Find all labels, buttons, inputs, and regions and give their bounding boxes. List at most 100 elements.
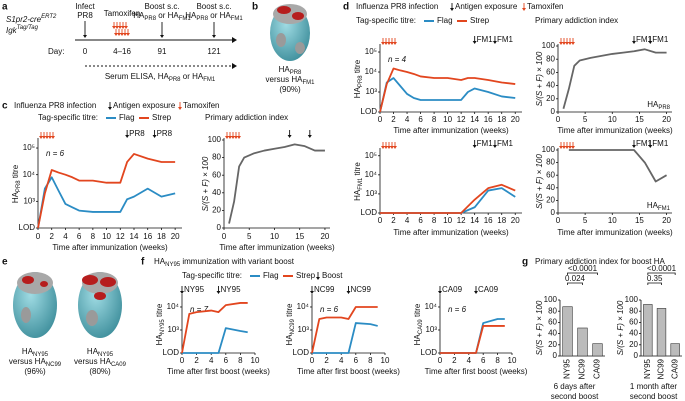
category-label: CA09 (593, 358, 602, 379)
p-value: <0.0001 (568, 264, 598, 273)
caption: versus HACA09 (74, 357, 127, 367)
serum-part: PR8 (169, 77, 181, 83)
arrow-head (492, 41, 497, 44)
caption: HAPR8 (279, 65, 302, 75)
annotation: CA09 (478, 285, 499, 294)
y-tick-label: 10⁵ (365, 151, 377, 160)
arrow-head (522, 8, 526, 11)
annotation: FM1 (477, 139, 494, 148)
caption: HANY95 (87, 347, 114, 357)
x-tick-label: 8 (91, 232, 96, 241)
caption-part: versus HA (266, 75, 304, 84)
y-tick-label: 40 (546, 183, 555, 192)
y-tick-label: 20 (212, 206, 221, 215)
series-line (380, 187, 516, 214)
arrow-head (124, 26, 128, 29)
x-tick-label: 20 (511, 216, 520, 225)
boost-ha: HAPR8 or HAFM1 (185, 11, 243, 21)
x-tick-label: 6 (418, 115, 423, 124)
caption-part: HA (87, 347, 99, 356)
y-axis-label-part: CA09 (418, 319, 424, 335)
boost-ha-part: HA (185, 11, 197, 20)
series-line (37, 153, 176, 229)
x-tick-label: 0 (222, 232, 227, 241)
arrow-head (152, 135, 157, 138)
y-axis-label-part: HA (353, 189, 362, 201)
panel-title: Influenza PR8 infection (356, 2, 438, 11)
y-tick-label: 20 (629, 340, 638, 349)
series-line (440, 318, 505, 354)
y-axis-label: HANY95 titre (155, 303, 165, 345)
arrow-head (108, 107, 112, 110)
panel-title: HANY95 immunization with variant boost (154, 257, 295, 267)
x-tick-label: 6 (224, 356, 229, 365)
annotation: FM1 (636, 139, 653, 148)
arrow-head (648, 41, 653, 44)
y-tick-label: LOD (361, 107, 378, 116)
bar (577, 327, 588, 357)
category-label: NC99 (578, 358, 587, 379)
x-tick-label: 15 (635, 216, 644, 225)
arrow-head (123, 33, 127, 36)
y-axis-label-part: titre (285, 303, 294, 319)
p-value: <0.0001 (647, 264, 677, 273)
panel-title-part: HA (154, 257, 166, 266)
y-tick-label: 80 (546, 54, 555, 63)
corner-label: HAFM1 (647, 201, 671, 211)
mouse-line-part: S1pr2-cre (6, 15, 42, 24)
series-line (181, 302, 248, 354)
caption: second boost (630, 392, 678, 401)
x-tick-label: 12 (116, 232, 125, 241)
bar (643, 304, 653, 357)
x-tick-label: 2 (391, 115, 396, 124)
annotation: FM1 (497, 35, 514, 44)
x-tick-label: 10 (102, 232, 111, 241)
boost-ha-part: or HA (156, 11, 179, 20)
y-axis-label-part: PR8 (358, 75, 364, 87)
y-axis-label-part: HA (11, 191, 20, 203)
arrow-head (178, 107, 182, 110)
arrow-head (180, 291, 184, 294)
caption-part: versus HA (9, 357, 47, 366)
y-tick-label: 40 (546, 81, 555, 90)
x-tick-label: 8 (495, 356, 500, 365)
arrow-head (83, 35, 87, 38)
tamoxifen: Tamoxifen (104, 9, 140, 18)
legend-title: Tag-specific titre: (38, 113, 98, 122)
x-tick-label: 8 (368, 356, 373, 365)
arrow-head (571, 146, 575, 149)
arrow-head (117, 33, 121, 36)
x-tick-label: 14 (470, 216, 479, 225)
boost: Boost s.c. (144, 2, 179, 11)
infect: Infect (75, 2, 95, 11)
x-tick-label: 0 (438, 356, 443, 365)
y-tick-label: 60 (212, 170, 221, 179)
x-tick-label: 4 (339, 356, 344, 365)
arrow-head (114, 33, 118, 36)
y-tick-label: LOD (293, 348, 310, 357)
annotation: FM1 (497, 139, 514, 148)
x-tick-label: 6 (354, 356, 359, 365)
series-line (379, 77, 516, 113)
caption-part: NY95 (33, 352, 49, 358)
x-tick-label: 6 (481, 356, 486, 365)
y-tick-label: LOD (361, 208, 378, 217)
x-tick-label: 5 (583, 115, 588, 124)
annotation: NY95 (184, 285, 205, 294)
series-line (380, 183, 516, 214)
x-tick-label: 8 (432, 115, 437, 124)
arrow-head (125, 135, 130, 138)
mouse-line-part: Tag/Tag (17, 25, 39, 31)
legend-text: Antigen exposure (455, 2, 518, 11)
arrow-head (234, 136, 238, 139)
arrow-head (160, 35, 164, 38)
annotation: NC99 (351, 285, 372, 294)
y-tick-label: 0 (553, 351, 558, 360)
x-tick-label: 6 (418, 216, 423, 225)
arrow-head (562, 42, 566, 45)
y-tick-label: 100 (542, 145, 556, 154)
series-line (440, 325, 505, 354)
y-tick-label: 80 (548, 306, 557, 315)
x-tick-label: 20 (662, 115, 671, 124)
